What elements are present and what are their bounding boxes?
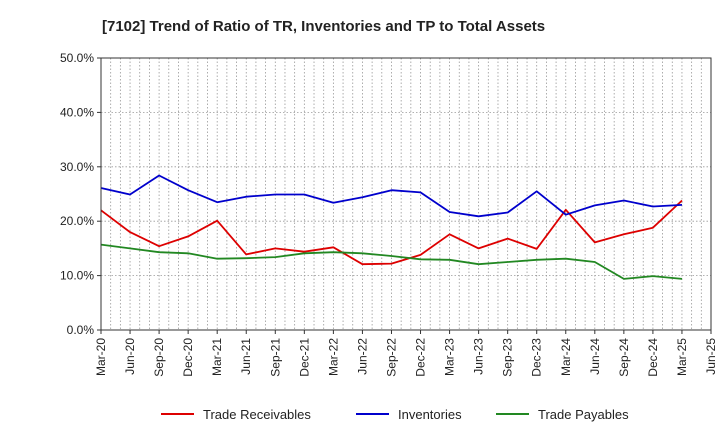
series-line-inventories bbox=[100, 174, 683, 218]
series-line-trade-receivables bbox=[100, 199, 683, 266]
y-tick-label: 10.0% bbox=[60, 269, 94, 283]
y-tick-label: 30.0% bbox=[60, 160, 94, 174]
x-tick-label: Dec-21 bbox=[297, 338, 311, 377]
x-tick-label: Sep-22 bbox=[384, 338, 398, 377]
x-tick-label: Jun-21 bbox=[239, 338, 253, 375]
x-tick-label: Jun-25 bbox=[704, 338, 718, 375]
chart-title: [7102] Trend of Ratio of TR, Inventories… bbox=[102, 18, 545, 35]
x-tick-label: Dec-22 bbox=[414, 338, 428, 377]
x-tick-label: Jun-24 bbox=[588, 338, 602, 375]
y-tick-label: 0.0% bbox=[67, 323, 95, 337]
plot-frame bbox=[100, 57, 712, 331]
grid bbox=[101, 58, 711, 330]
x-tick-label: Dec-24 bbox=[646, 338, 660, 377]
y-tick-label: 40.0% bbox=[60, 105, 94, 119]
series-line-trade-payables bbox=[100, 243, 683, 280]
x-tick-label: Sep-23 bbox=[501, 338, 515, 377]
x-tick-label: Mar-23 bbox=[443, 338, 457, 376]
x-tick-label: Mar-20 bbox=[94, 338, 108, 376]
x-tick-label: Mar-21 bbox=[210, 338, 224, 376]
x-tick-label: Sep-21 bbox=[268, 338, 282, 377]
x-tick-label: Mar-22 bbox=[326, 338, 340, 376]
x-tick-label: Mar-24 bbox=[559, 338, 573, 376]
x-axis: Mar-20 Jun-20 Sep-20 Dec-20 Mar-21 Jun-21 Sep-… bbox=[94, 330, 718, 377]
x-tick-label: Jun-23 bbox=[472, 338, 486, 375]
plot-lines bbox=[100, 174, 683, 280]
y-tick-label: 20.0% bbox=[60, 214, 94, 228]
x-tick-label: Mar-25 bbox=[675, 338, 689, 376]
x-tick-label: Jun-22 bbox=[355, 338, 369, 375]
y-axis: 0.0% 10.0% 20.0% 30.0% 40.0% 50.0% bbox=[60, 51, 101, 337]
x-tick-label: Jun-20 bbox=[123, 338, 137, 375]
x-tick-label: Sep-24 bbox=[617, 338, 631, 377]
y-tick-label: 50.0% bbox=[60, 51, 94, 65]
legend-label-inventories: Inventories bbox=[398, 407, 462, 422]
legend-label-trade-payables: Trade Payables bbox=[538, 407, 629, 422]
x-tick-label: Sep-20 bbox=[152, 338, 166, 377]
x-tick-label: Dec-23 bbox=[530, 338, 544, 377]
x-tick-label: Dec-20 bbox=[181, 338, 195, 377]
legend-label-trade-receivables: Trade Receivables bbox=[203, 407, 311, 422]
legend: Trade Receivables Inventories Trade Payabl… bbox=[161, 407, 629, 422]
